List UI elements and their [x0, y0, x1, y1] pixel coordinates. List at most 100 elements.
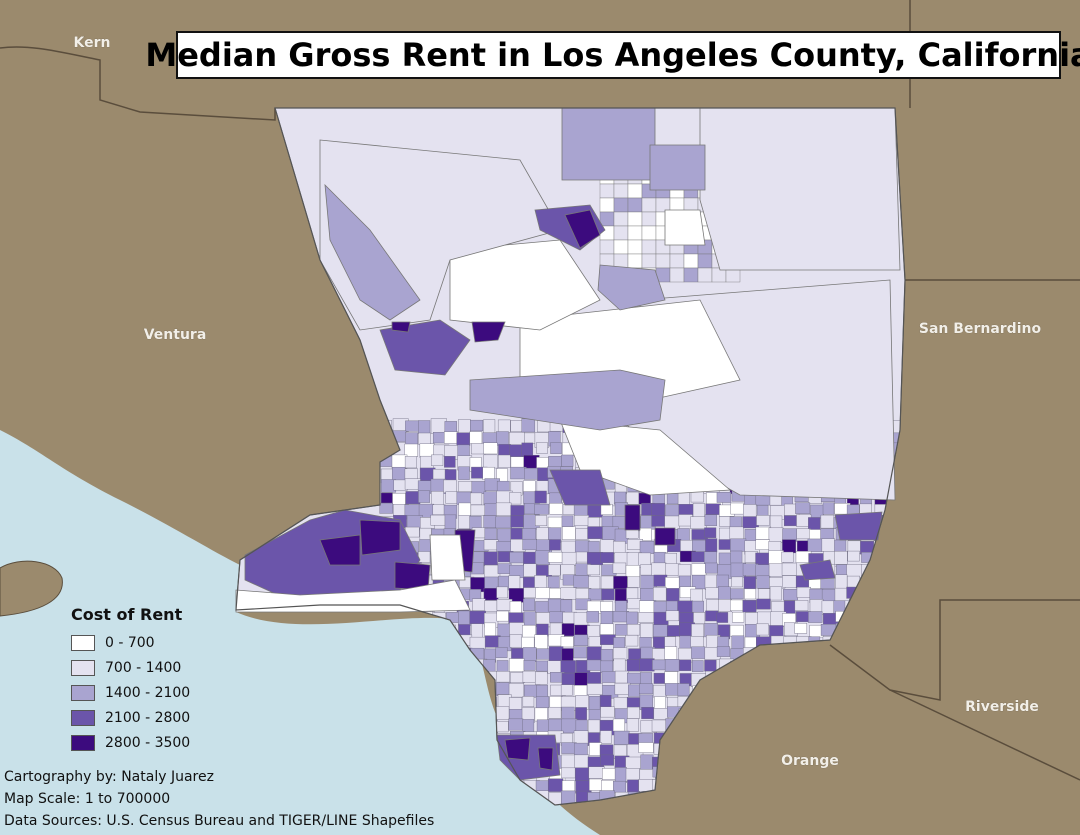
tract-cell [809, 599, 824, 613]
county-label-kern: Kern [74, 35, 111, 51]
tract-cell [756, 598, 771, 610]
tract-cell [653, 708, 669, 720]
tract-cell [536, 442, 548, 454]
tract-cell [586, 564, 600, 576]
tract-cell [641, 197, 657, 213]
tract-cell [665, 563, 681, 576]
tract-cell [484, 527, 497, 540]
tract-cell [430, 418, 447, 434]
tract-cell [483, 539, 499, 551]
tract-cell [560, 636, 574, 648]
tract-cell [573, 575, 590, 588]
cartography-credit: Cartography by: Nataly Juarez [4, 769, 214, 785]
tract-cell [638, 612, 655, 623]
tract-cell [418, 432, 431, 445]
tract-cell [716, 492, 732, 503]
tract-cell [561, 648, 574, 662]
tract-cell [561, 454, 574, 467]
tract-cell [600, 754, 614, 766]
tract-cell [846, 564, 863, 578]
tract-cell [784, 515, 798, 527]
tract-cell [444, 431, 459, 444]
tract-palos-dark [504, 737, 531, 761]
tract-cell [821, 538, 836, 552]
tract-cell [613, 225, 629, 241]
tract-cell [664, 646, 678, 660]
tract-cell [509, 492, 522, 505]
tract-cell [547, 516, 563, 529]
tract-cell [535, 515, 548, 526]
map-title: Median Gross Rent in Los Angeles County,… [145, 31, 1080, 79]
tract-cell [639, 527, 652, 541]
tract-cell [639, 623, 654, 639]
tract-cell [697, 267, 713, 283]
tract-cell [628, 684, 641, 697]
tract-cell [573, 646, 587, 659]
tract-cell [847, 550, 860, 562]
tract-cell [535, 696, 550, 709]
tract-cell [560, 599, 573, 614]
tract-cell [509, 622, 525, 636]
tract-cell [742, 600, 757, 613]
tract-cell [601, 671, 618, 683]
tract-cell [692, 660, 704, 672]
tract-cell [653, 672, 667, 684]
tract-cell [693, 612, 706, 625]
tract-cell [391, 454, 408, 469]
tract-cell [782, 575, 797, 588]
tract-cell [535, 601, 549, 613]
tract-cell [600, 730, 612, 744]
tract-cell [522, 696, 535, 708]
tract-cell [599, 623, 614, 635]
tract-cell [600, 601, 613, 613]
tract-cell [483, 588, 499, 601]
tract-cell [588, 696, 601, 712]
tract-cell [613, 575, 628, 590]
tract-cell [534, 490, 547, 504]
tract-cell [769, 586, 782, 601]
tract-cell [638, 742, 654, 753]
tract-pasadena-dark [624, 504, 641, 531]
tract-cell [692, 539, 707, 553]
tract-cell [547, 551, 563, 563]
tract-cell [692, 503, 705, 518]
tract-cell [697, 253, 713, 269]
tract-cell [510, 466, 527, 480]
tract-cell [445, 491, 459, 504]
tract-cell [626, 491, 640, 505]
tract-cell [587, 504, 603, 518]
tract-cell [679, 635, 692, 649]
tract-cell [640, 754, 654, 770]
tract-cell [794, 623, 808, 634]
tract-nw-cluster [379, 319, 471, 376]
tract-cell [522, 647, 537, 662]
tract-cell [704, 562, 718, 574]
tract-cell [691, 563, 707, 576]
tract-cell [690, 516, 707, 529]
tract-nw-dark2 [391, 321, 411, 333]
tract-cell [560, 587, 577, 600]
tract-cell [495, 646, 508, 658]
tract-cell [756, 623, 769, 636]
tract-cell [627, 779, 639, 793]
tract-cell [705, 587, 721, 600]
tract-cell [614, 491, 627, 505]
tract-cell [432, 432, 445, 444]
tract-cell [690, 588, 703, 603]
tract-cell [639, 658, 655, 672]
tract-cell [742, 516, 759, 529]
tract-pasadena [549, 469, 611, 506]
tract-darkest-north [564, 209, 601, 249]
tract-cell [524, 467, 540, 480]
tract-cell [588, 636, 602, 648]
tract-cell [612, 611, 629, 623]
tract-cell [586, 646, 602, 662]
tract-cell [573, 515, 589, 526]
map-scale: Map Scale: 1 to 700000 [4, 791, 171, 807]
tract-cell [575, 719, 588, 733]
tract-cell [404, 468, 418, 480]
tract-cell [496, 682, 511, 695]
tract-cell [744, 588, 757, 600]
legend-swatch [71, 634, 95, 651]
